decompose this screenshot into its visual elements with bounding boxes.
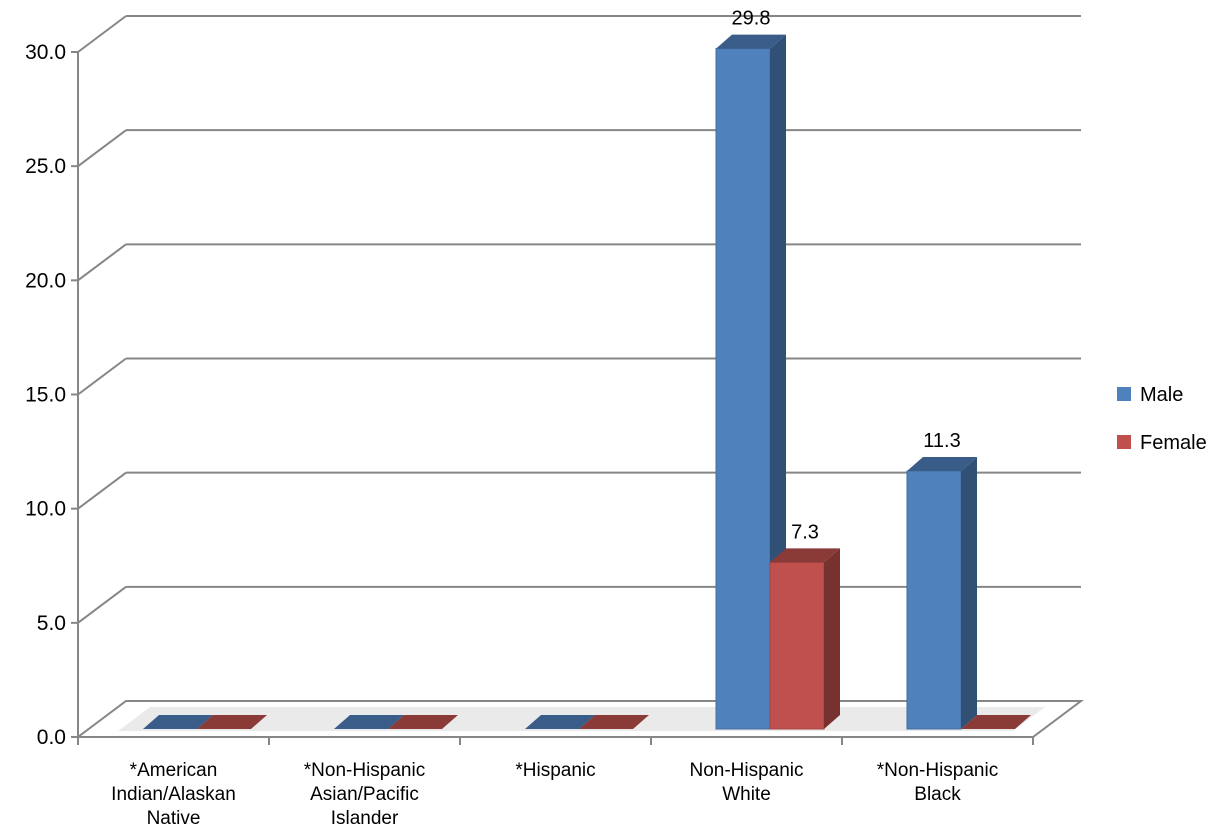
gridline-diagonal xyxy=(77,357,127,396)
data-label: 29.8 xyxy=(732,8,771,30)
legend-swatch-female xyxy=(1117,435,1131,449)
legend-label-male: Male xyxy=(1140,384,1183,406)
data-label: 7.3 xyxy=(791,521,819,543)
bar-male xyxy=(334,715,404,729)
bar-side xyxy=(824,548,840,729)
y-tick-label: 15.0 xyxy=(25,384,66,407)
bar-side xyxy=(961,456,977,729)
bars xyxy=(143,34,1031,730)
bar-front xyxy=(769,561,825,730)
bar-female xyxy=(579,715,649,729)
y-tick-label: 5.0 xyxy=(37,612,66,635)
x-tick-label: *American Indian/Alaskan Native xyxy=(111,760,236,829)
gridline-diagonal xyxy=(77,471,127,510)
bar-female xyxy=(388,715,458,729)
bar-top xyxy=(907,456,977,471)
bar-front xyxy=(715,48,771,730)
y-tick-label: 25.0 xyxy=(25,155,66,178)
bar-male xyxy=(525,715,595,729)
legend-swatch-male xyxy=(1117,387,1131,401)
bar-top xyxy=(770,548,840,563)
bar-female xyxy=(769,548,840,730)
gridline-diagonal xyxy=(77,15,127,53)
y-tick-label: 20.0 xyxy=(25,269,66,292)
gridline-diagonal xyxy=(77,586,127,624)
bar-top xyxy=(525,715,595,729)
bar-top xyxy=(334,715,404,729)
bar-top xyxy=(961,715,1031,729)
bar-male xyxy=(143,715,213,729)
axes: 0.0 5.0 10.0 15.0 20.0 25.0 30.0 *American India… xyxy=(25,41,1034,829)
x-tick-label: Non-Hispanic White xyxy=(689,760,803,805)
x-tick-label: *Non-Hispanic Black xyxy=(877,760,998,805)
bar-top xyxy=(716,34,786,49)
gridline-diagonal xyxy=(77,129,127,167)
bar-top xyxy=(197,715,267,729)
bar-female xyxy=(197,715,267,729)
data-labels: 29.8 11.3 7.3 xyxy=(732,8,961,544)
bar-top xyxy=(579,715,649,729)
bar-female xyxy=(961,715,1031,729)
y-tick-label: 30.0 xyxy=(25,41,66,64)
bar-top xyxy=(143,715,213,729)
bar-male xyxy=(906,456,977,730)
x-tick-label: *Hispanic xyxy=(515,760,595,781)
y-tick-label: 10.0 xyxy=(25,498,66,521)
legend-label-female: Female xyxy=(1140,432,1207,454)
y-tick-label: 0.0 xyxy=(37,726,66,749)
bar-top xyxy=(388,715,458,729)
data-label: 11.3 xyxy=(923,430,960,452)
gridline-diagonal xyxy=(77,243,127,282)
legend: Male Female xyxy=(1117,384,1207,454)
x-tick-label: *Non-Hispanic Asian/Pacific Islander xyxy=(304,760,425,829)
bar-front xyxy=(906,470,962,730)
